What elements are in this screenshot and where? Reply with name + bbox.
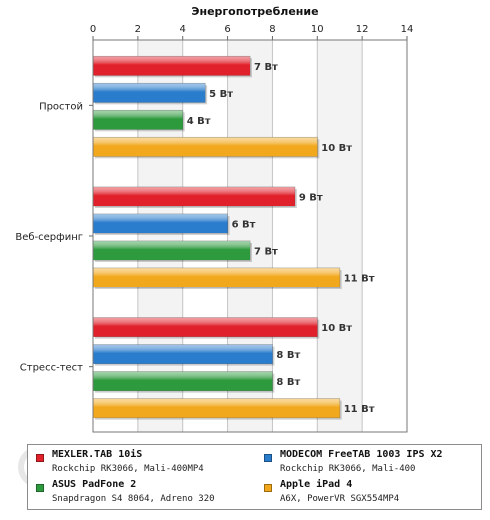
bar-value-label: 8 Вт [276, 377, 300, 388]
legend-name-modecom: MODECOM FreeTAB 1003 IPS X2 [280, 449, 443, 460]
legend-swatch-mexler [36, 454, 44, 462]
chart-area: Энергопотребление 0 2 4 6 8 10 12 14 Простой Веб… [15, 5, 414, 433]
y-category-label: Веб-серфинг [15, 232, 83, 243]
bar-highlight [93, 344, 273, 364]
bar-highlight [93, 214, 228, 233]
x-tick-label: 12 [356, 24, 369, 35]
legend-name-mexler: MEXLER.TAB 10iS [52, 449, 143, 460]
x-tick-label: 4 [180, 24, 186, 35]
bar-value-label: 9 Вт [299, 193, 323, 204]
bar-highlight [93, 137, 318, 157]
plot-band [137, 40, 183, 432]
bar-highlight [93, 187, 295, 206]
x-tick-label: 2 [135, 24, 141, 35]
bar-highlight [93, 83, 206, 103]
legend-sub-mexler: Rockchip RK3066, Mali-400MP4 [52, 464, 204, 474]
plot-band [227, 40, 273, 432]
chart-title: Энергопотребление [191, 5, 318, 18]
x-tick-label: 0 [90, 24, 96, 35]
bar-highlight [93, 241, 250, 260]
x-tick-label: 6 [224, 24, 230, 35]
bar-highlight [93, 398, 340, 418]
bar-highlight [93, 317, 318, 337]
bar-value-label: 10 Вт [321, 143, 352, 154]
bar-highlight [93, 371, 273, 391]
bar-value-label: 7 Вт [254, 247, 278, 258]
bar-highlight [93, 56, 250, 76]
legend-item-apple: Apple iPad 4 A6X, PowerVR SGX554MP4 [260, 479, 480, 509]
plot-band [317, 40, 363, 432]
legend-sub-modecom: Rockchip RK3066, Mali-400 [280, 464, 416, 474]
bar-highlight [93, 268, 340, 287]
x-tick-label: 14 [401, 24, 414, 35]
x-tick-label: 8 [269, 24, 275, 35]
bar-value-label: 8 Вт [276, 350, 300, 361]
bar-value-label: 10 Вт [321, 323, 352, 334]
y-category-label: Простой [39, 101, 83, 112]
legend-item-mexler: MEXLER.TAB 10iS Rockchip RK3066, Mali-40… [32, 449, 252, 479]
bar-value-label: 11 Вт [344, 404, 375, 415]
legend-name-asus: ASUS PadFone 2 [52, 479, 137, 490]
bar-value-label: 5 Вт [209, 89, 233, 100]
bar-value-label: 6 Вт [232, 220, 256, 231]
legend-sub-apple: A6X, PowerVR SGX554MP4 [280, 494, 400, 504]
bar-highlight [93, 110, 183, 130]
bar-value-label: 7 Вт [254, 62, 278, 73]
x-tick-label: 10 [311, 24, 324, 35]
bar-chart: Энергопотребление 0 2 4 6 8 10 12 14 Простой Веб… [15, 5, 414, 433]
legend-swatch-modecom [264, 454, 272, 462]
bar-value-label: 11 Вт [344, 274, 375, 285]
bar-value-label: 4 Вт [187, 116, 211, 127]
legend-sub-asus: Snapdragon S4 8064, Adreno 320 [52, 494, 215, 504]
chart-legend: MEXLER.TAB 10iS Rockchip RK3066, Mali-40… [27, 444, 482, 510]
legend-item-asus: ASUS PadFone 2 Snapdragon S4 8064, Adren… [32, 479, 252, 509]
legend-swatch-asus [36, 484, 44, 492]
y-category-label: Стресс-тест [20, 363, 83, 374]
plot-frame [92, 39, 408, 433]
legend-name-apple: Apple iPad 4 [280, 479, 353, 490]
legend-item-modecom: MODECOM FreeTAB 1003 IPS X2 Rockchip RK3… [260, 449, 480, 479]
legend-swatch-apple [264, 484, 272, 492]
